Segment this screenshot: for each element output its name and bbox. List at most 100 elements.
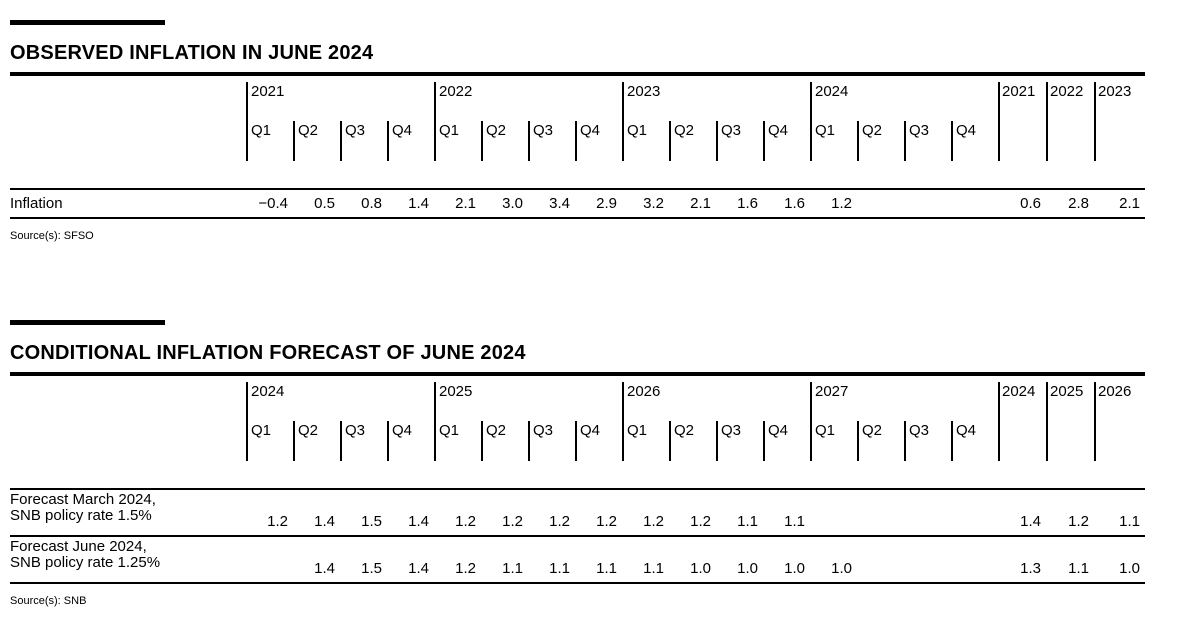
value-cell: 1.4: [408, 195, 429, 212]
value-cell: [857, 530, 904, 535]
quarter-header: Q2: [293, 421, 340, 461]
quarter-header: Q3: [904, 421, 951, 461]
inflation-row: Inflation −0.4 0.5 0.8 1.4 2.1 3.0 3.4 2…: [10, 190, 1145, 217]
source-note: Source(s): SFSO: [10, 230, 94, 242]
annual-year-header: 2021: [998, 82, 1046, 161]
quarter-header: Q2: [669, 121, 716, 161]
data-area: Inflation −0.4 0.5 0.8 1.4 2.1 3.0 3.4 2…: [10, 188, 1145, 219]
annual-year-header: 2026: [1094, 382, 1145, 461]
value-cell: [857, 577, 904, 582]
quarter-header: Q4: [951, 421, 998, 461]
value-cell: 3.2: [643, 195, 664, 212]
forecast-june-row: Forecast June 2024, SNB policy rate 1.25…: [10, 537, 1145, 582]
annual-value-cell: 1.1: [1119, 513, 1140, 530]
quarter-header: Q4: [763, 121, 810, 161]
value-cell: 1.4: [314, 560, 335, 577]
column-header-row: 2024 2025 2026 2027 Q1 Q2 Q3 Q4 Q1 Q2 Q3…: [10, 376, 1145, 461]
value-cell: 1.4: [408, 513, 429, 530]
column-header-row: 2021 2022 2023 2024 Q1 Q2 Q3 Q4 Q1 Q2 Q3…: [10, 76, 1145, 161]
value-cell: 1.1: [502, 560, 523, 577]
value-cell: 1.1: [549, 560, 570, 577]
section-lead-bar: [10, 20, 165, 25]
title-rule: [10, 72, 1145, 76]
quarter-header: Q4: [951, 121, 998, 161]
quarter-header: Q3: [716, 121, 763, 161]
quarter-header: Q4: [575, 121, 622, 161]
value-cell: 1.4: [408, 560, 429, 577]
forecast-march-row: Forecast March 2024, SNB policy rate 1.5…: [10, 490, 1145, 535]
row-label: Inflation: [10, 195, 63, 212]
value-cell: 1.2: [831, 195, 852, 212]
annual-value-cell: 1.4: [1020, 513, 1041, 530]
value-cell: 1.0: [784, 560, 805, 577]
value-cell: 2.1: [455, 195, 476, 212]
title-rule: [10, 372, 1145, 376]
value-cell: 1.0: [737, 560, 758, 577]
quarter-header: Q1: [434, 421, 481, 461]
value-cell: 3.0: [502, 195, 523, 212]
annual-value-cell: 2.1: [1119, 195, 1140, 212]
annual-value-cell: 1.2: [1068, 513, 1089, 530]
quarter-header: Q3: [528, 421, 575, 461]
annual-year-header: 2024: [998, 382, 1046, 461]
value-cell: 1.2: [549, 513, 570, 530]
section-title: CONDITIONAL INFLATION FORECAST OF JUNE 2…: [10, 342, 526, 364]
quarter-header: Q3: [904, 121, 951, 161]
value-cell: 1.0: [690, 560, 711, 577]
quarter-header: Q1: [246, 421, 293, 461]
quarter-header: Q4: [763, 421, 810, 461]
source-note: Source(s): SNB: [10, 595, 87, 607]
value-cell: 1.2: [502, 513, 523, 530]
value-cell: 0.8: [361, 195, 382, 212]
value-cell: 1.2: [596, 513, 617, 530]
value-cell: 1.1: [737, 513, 758, 530]
annual-value-cell: 1.0: [1119, 560, 1140, 577]
annual-year-header: 2023: [1094, 82, 1145, 161]
value-cell: 1.5: [361, 513, 382, 530]
row-label: Forecast June 2024, SNB policy rate 1.25…: [10, 537, 246, 571]
quarter-header: Q4: [575, 421, 622, 461]
value-cell: 1.2: [455, 560, 476, 577]
quarter-header: Q3: [340, 121, 387, 161]
value-cell: 2.9: [596, 195, 617, 212]
value-cell: [246, 577, 293, 582]
quarter-header: Q1: [810, 421, 857, 461]
value-cell: [951, 530, 998, 535]
value-cell: 1.2: [690, 513, 711, 530]
quarter-header: Q2: [857, 121, 904, 161]
row-divider: [10, 535, 1145, 537]
observed-inflation-section: OBSERVED INFLATION IN JUNE 2024 2021 202…: [10, 20, 1145, 243]
value-cell: 0.5: [314, 195, 335, 212]
row-label-line2: SNB policy rate 1.5%: [10, 507, 152, 524]
quarter-header: Q3: [340, 421, 387, 461]
conditional-forecast-section: CONDITIONAL INFLATION FORECAST OF JUNE 2…: [10, 320, 1145, 608]
value-cell: −0.4: [258, 195, 288, 212]
value-cell: 1.6: [784, 195, 805, 212]
value-cell: 1.2: [643, 513, 664, 530]
quarter-header: Q1: [622, 421, 669, 461]
row-label-line2: SNB policy rate 1.25%: [10, 554, 161, 571]
value-cell: 1.2: [455, 513, 476, 530]
annual-value-cell: 0.6: [1020, 195, 1041, 212]
value-cell: 1.1: [596, 560, 617, 577]
quarter-header: Q4: [387, 121, 434, 161]
value-cell: [810, 530, 857, 535]
value-cell: 1.2: [267, 513, 288, 530]
section-lead-bar: [10, 320, 165, 325]
value-cell: 2.1: [690, 195, 711, 212]
section-title: OBSERVED INFLATION IN JUNE 2024: [10, 42, 374, 64]
annual-year-header: 2025: [1046, 382, 1094, 461]
value-cell: [904, 577, 951, 582]
value-cell: 1.1: [784, 513, 805, 530]
quarter-header: Q3: [716, 421, 763, 461]
quarter-header: Q4: [387, 421, 434, 461]
quarter-header: Q2: [857, 421, 904, 461]
quarter-header: Q1: [434, 121, 481, 161]
value-cell: [951, 577, 998, 582]
annual-value-cell: 2.8: [1068, 195, 1089, 212]
value-cell: [904, 530, 951, 535]
value-cell: 1.5: [361, 560, 382, 577]
annual-value-cell: 1.1: [1068, 560, 1089, 577]
value-cell: 1.4: [314, 513, 335, 530]
